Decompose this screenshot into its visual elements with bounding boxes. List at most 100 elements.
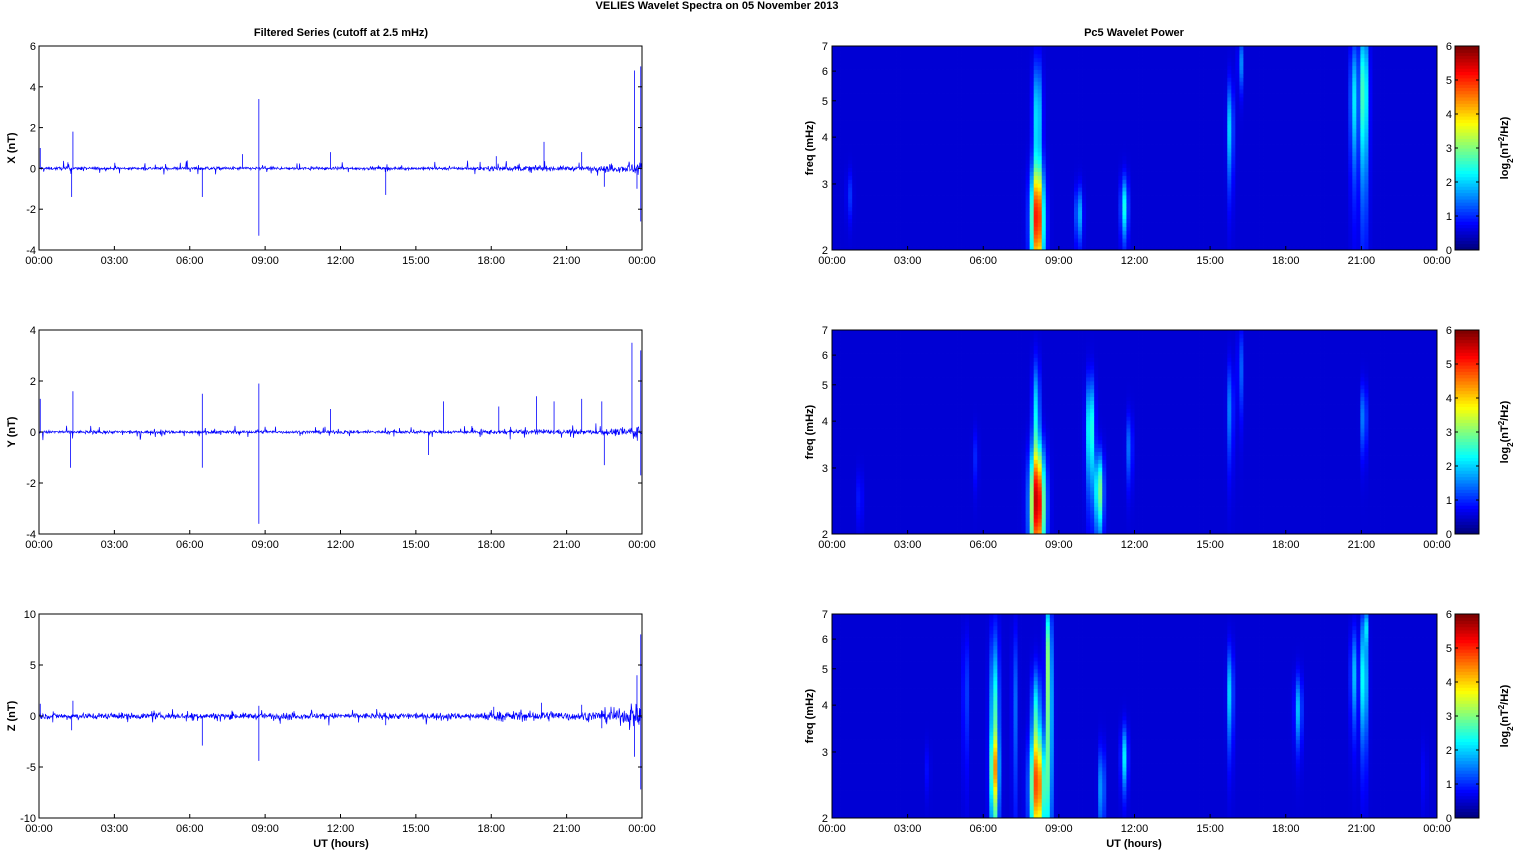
power-x-cell: [1239, 242, 1244, 247]
power-x-cell: [1199, 132, 1204, 137]
power-x-cell: [936, 202, 942, 208]
power-x-cell: [896, 222, 901, 227]
power-x-cell: [840, 206, 845, 212]
series-y-xtick-label: 15:00: [402, 539, 430, 551]
power-x-cell: [1295, 222, 1301, 227]
power-x-cell: [953, 183, 958, 188]
power-x-cell: [1114, 175, 1119, 180]
power-x-cell: [1190, 144, 1196, 149]
power-x-cell: [896, 226, 901, 231]
power-x-cell: [904, 218, 910, 223]
power-x-cell: [860, 132, 865, 137]
power-x-cell: [1118, 183, 1123, 188]
power-x-cell: [1162, 136, 1168, 141]
power-x-cell: [981, 202, 986, 208]
power-x-cell: [1384, 175, 1389, 180]
power-x-cell: [993, 175, 998, 180]
power-x-cell: [1110, 171, 1115, 176]
power-x-cell: [920, 171, 926, 176]
power-x-cell: [872, 191, 877, 196]
power-x-cell: [1106, 151, 1111, 157]
power-x-cell: [1215, 175, 1220, 180]
power-x-cell: [965, 167, 970, 172]
power-x-cell: [1328, 206, 1333, 212]
power-x-cell: [1154, 234, 1160, 239]
power-x-cell: [1065, 238, 1071, 243]
power-x-cell: [977, 202, 982, 208]
power-x-cell: [1404, 202, 1410, 208]
power-x-cell: [832, 167, 837, 172]
power-x-cell: [1211, 246, 1216, 251]
power-x-cell: [1174, 148, 1180, 153]
power-x-cell: [1021, 222, 1026, 227]
power-x-cell: [1053, 242, 1059, 247]
power-x-cell: [1344, 222, 1349, 227]
power-x-cell: [868, 191, 873, 196]
power-x-cell: [1307, 226, 1313, 231]
power-x-cell: [1360, 128, 1365, 133]
power-x-cell: [1150, 163, 1156, 169]
power-x-cell: [884, 167, 889, 172]
power-x-cell: [868, 144, 873, 149]
power-x-cell: [920, 242, 926, 247]
power-x-cell: [836, 179, 841, 184]
power-x-cell: [1021, 183, 1026, 188]
power-x-cell: [1428, 163, 1434, 169]
power-x-cell: [1114, 148, 1119, 153]
power-x-cell: [836, 124, 841, 129]
power-x-cell: [1195, 183, 1200, 188]
power-x-cell: [1057, 159, 1063, 165]
power-x-cell: [932, 230, 938, 235]
power-x-cell: [1053, 234, 1059, 239]
power-x-cell: [1211, 132, 1216, 137]
power-x-cell: [1049, 210, 1055, 216]
power-x-cell: [1388, 148, 1394, 153]
power-x-cell: [920, 159, 926, 165]
power-x-cell: [1227, 136, 1232, 141]
power-x-cell: [1102, 222, 1107, 227]
power-x-cell: [948, 171, 954, 176]
power-x-cell: [1061, 238, 1067, 243]
power-x-cell: [1057, 226, 1063, 231]
power-x-cell: [1332, 167, 1337, 172]
power-x-cell: [1287, 148, 1293, 153]
power-x-cell: [1150, 171, 1156, 176]
power-x-cell: [1255, 151, 1260, 157]
power-x-cell: [928, 155, 934, 161]
power-x-cell: [1348, 124, 1353, 129]
power-x-cell: [1348, 179, 1353, 184]
power-x-cell: [1045, 202, 1051, 208]
power-x-cell: [1299, 163, 1305, 169]
power-x-cell: [1150, 179, 1156, 184]
power-x-cell: [832, 136, 837, 141]
power-x-cell: [1243, 199, 1248, 204]
power-x-cell: [1432, 230, 1438, 235]
power-x-cell: [1150, 140, 1156, 145]
power-x-cell: [1255, 218, 1260, 223]
power-x-cell: [1118, 214, 1123, 220]
power-x-cell: [924, 195, 930, 200]
power-x-cell: [1344, 167, 1349, 172]
power-x-cell: [872, 206, 877, 212]
power-x-cell: [1376, 159, 1381, 165]
power-x-cell: [1021, 238, 1026, 243]
power-x-cell: [1263, 242, 1268, 247]
power-x-cell: [1356, 202, 1361, 208]
power-x-cell: [961, 128, 966, 133]
power-x-cell: [884, 242, 889, 247]
power-x-cell: [1094, 163, 1099, 169]
power-x-cell: [932, 167, 938, 172]
power-x-cell: [1404, 140, 1410, 145]
power-x-cell: [916, 199, 922, 204]
power-x-cell: [916, 187, 922, 192]
power-x-cell: [1053, 222, 1059, 227]
power-x-cell: [1332, 206, 1337, 212]
power-x-cell: [1190, 214, 1196, 220]
power-x-cell: [1332, 234, 1337, 239]
power-x-cell: [1287, 128, 1293, 133]
power-x-cell: [1130, 136, 1135, 141]
power-x-cell: [1110, 148, 1115, 153]
power-x-cell: [888, 151, 893, 157]
series-z-xtick-label: 00:00: [628, 823, 656, 835]
power-x-cell: [1142, 222, 1147, 227]
